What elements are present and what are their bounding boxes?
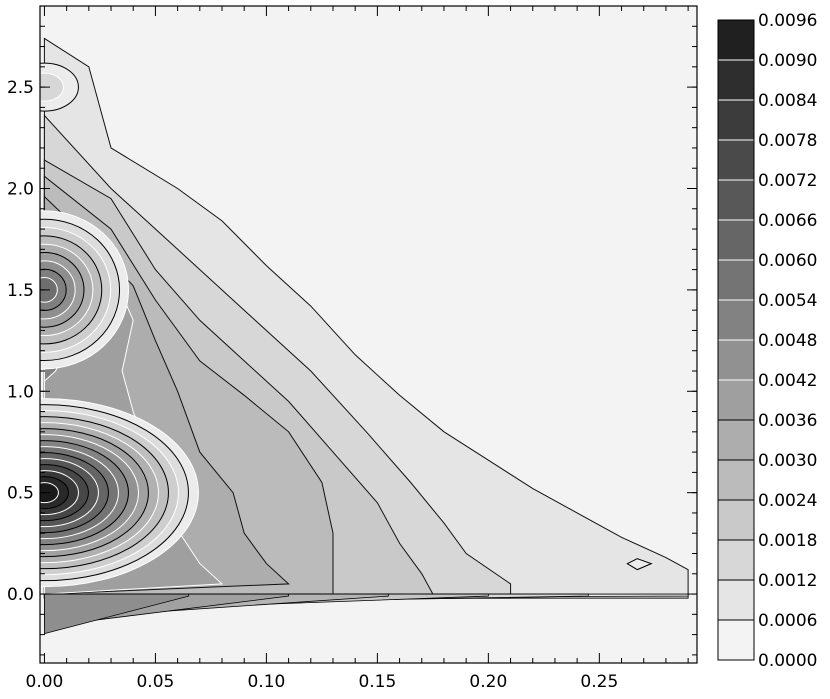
colorbar-tick-label: 0.0012 — [758, 571, 817, 591]
colorbar-tick-label: 0.0024 — [758, 491, 817, 511]
colorbar-tick-label: 0.0072 — [758, 171, 817, 191]
x-tick-label: 0.05 — [136, 672, 174, 692]
y-tick-label: 0.5 — [7, 484, 34, 504]
y-tick-label: 1.0 — [7, 382, 34, 402]
contour-island — [626, 558, 653, 571]
colorbar-tick-label: 0.0006 — [758, 611, 817, 631]
colorbar-tick-label: 0.0018 — [758, 531, 817, 551]
colorbar-segment — [718, 220, 754, 260]
colorbar-segment — [718, 180, 754, 220]
colorbar-segment — [718, 260, 754, 300]
colorbar-segment — [718, 380, 754, 420]
colorbar-frame — [717, 19, 755, 661]
colorbar-tick-label: 0.0048 — [758, 331, 817, 351]
colorbar-segment — [718, 620, 754, 660]
x-tick-label: 0.20 — [469, 672, 507, 692]
colorbar-tick-label: 0.0096 — [758, 11, 817, 31]
x-tick-label: 0.10 — [247, 672, 285, 692]
colorbar-tick-label: 0.0078 — [758, 131, 817, 151]
colorbar-segment — [718, 540, 754, 580]
colorbar-tick-label: 0.0042 — [758, 371, 817, 391]
colorbar-segment — [718, 100, 754, 140]
y-tick-label: 2.5 — [7, 78, 34, 98]
colorbar-segment — [718, 20, 754, 60]
x-tick-label: 0.15 — [358, 672, 396, 692]
y-tick-label: 0.0 — [7, 585, 34, 605]
colorbar-segment — [718, 420, 754, 460]
colorbar-tick-label: 0.0030 — [758, 451, 817, 471]
colorbar-tick-label: 0.0084 — [758, 91, 817, 111]
y-tick-label: 2.0 — [7, 180, 34, 200]
colorbar-segment — [718, 500, 754, 540]
peak-contour-ring — [40, 72, 64, 102]
colorbar-tick-label: 0.0090 — [758, 51, 817, 71]
colorbar-segment — [718, 300, 754, 340]
colorbar-segment — [718, 460, 754, 500]
colorbar-segment — [718, 340, 754, 380]
colorbar-tick-label: 0.0066 — [758, 211, 817, 231]
plot-frame — [39, 5, 698, 664]
colorbar-segment — [718, 580, 754, 620]
colorbar: 0.0000 0.0006 0.0012 0.0018 0.0024 0.0030 0.00… — [717, 11, 817, 671]
y-tick-label: 1.5 — [7, 281, 34, 301]
colorbar-tick-label: 0.0000 — [758, 651, 817, 671]
axes: 0.00 0.05 0.10 0.15 0.20 0.25 0.0 0.5 1.0 1.5 2.0 2… — [7, 5, 698, 692]
colorbar-tick-label: 0.0054 — [758, 291, 817, 311]
plot-area — [40, 6, 697, 663]
colorbar-tick-label: 0.0060 — [758, 251, 817, 271]
colorbar-segment — [718, 140, 754, 180]
x-tick-label: 0.25 — [580, 672, 618, 692]
colorbar-segment — [718, 60, 754, 100]
lower-contour-band — [44, 593, 190, 635]
x-tick-label: 0.00 — [26, 672, 64, 692]
colorbar-tick-label: 0.0036 — [758, 411, 817, 431]
